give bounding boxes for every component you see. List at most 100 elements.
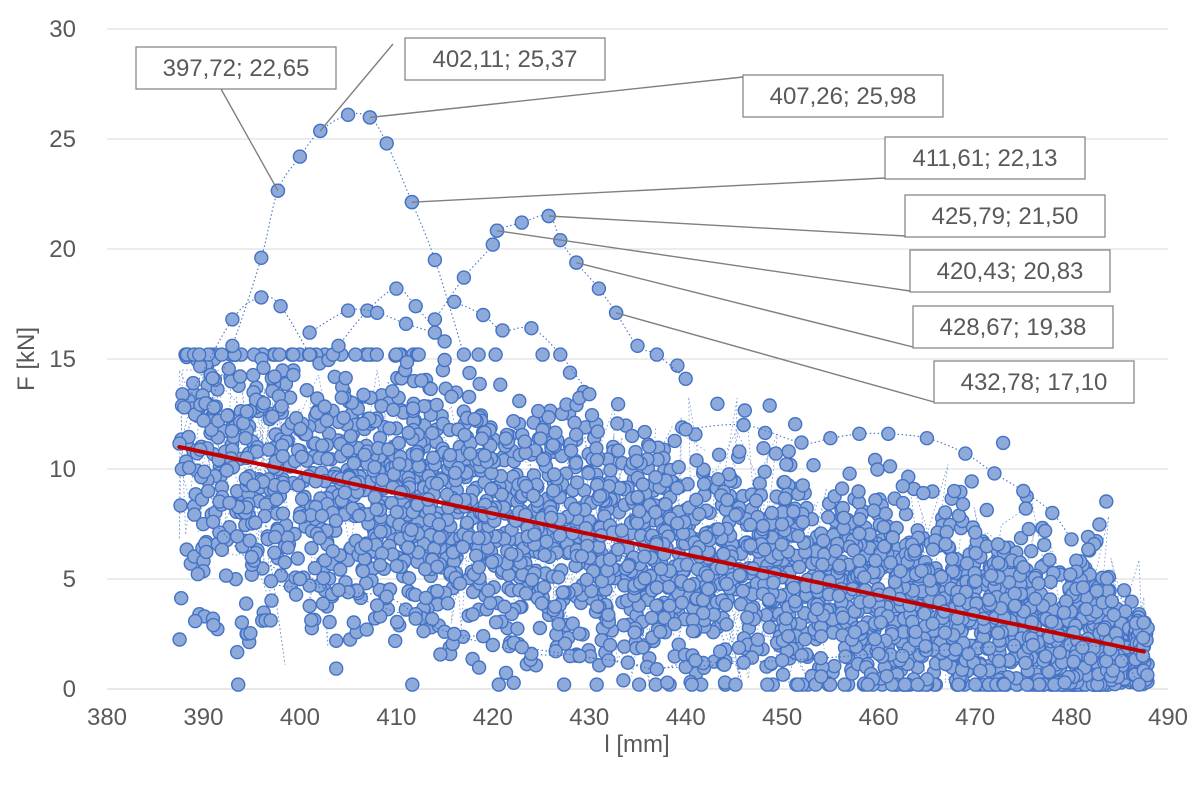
- data-point: [779, 457, 794, 472]
- upper-loop-point: [254, 290, 269, 305]
- data-point: [792, 559, 807, 575]
- data-point: [357, 447, 372, 462]
- data-point: [851, 484, 866, 499]
- data-point: [304, 541, 319, 556]
- data-point: [847, 624, 863, 640]
- data-point: [322, 614, 337, 630]
- data-point: [291, 478, 306, 493]
- data-point: [867, 631, 883, 647]
- data-point: [462, 446, 478, 461]
- upper-loop-point: [987, 466, 1002, 481]
- data-point: [968, 525, 983, 540]
- data-point: [568, 455, 584, 471]
- upper-loop-point: [1016, 483, 1031, 499]
- peak-point: [569, 255, 584, 270]
- data-point: [570, 475, 585, 490]
- data-point: [961, 646, 976, 661]
- data-point: [385, 384, 400, 399]
- data-point: [831, 588, 846, 603]
- data-point: [944, 551, 960, 567]
- x-tick-label: 390: [183, 704, 223, 731]
- data-point: [471, 660, 487, 675]
- annotation-box: [742, 74, 944, 118]
- data-point: [355, 564, 371, 579]
- data-point: [610, 397, 626, 412]
- data-point: [230, 677, 246, 692]
- data-point: [510, 621, 525, 636]
- data-point: [696, 476, 712, 492]
- upper-loop-point: [437, 334, 452, 349]
- data-point: [602, 637, 618, 653]
- upper-loop-point: [553, 347, 568, 362]
- x-tick-label: 430: [569, 704, 609, 731]
- upper-loop-point: [881, 426, 896, 441]
- data-point: [276, 479, 291, 495]
- data-point: [319, 413, 335, 428]
- data-point: [1042, 552, 1057, 567]
- data-point: [275, 506, 291, 521]
- lower-loop-point: [485, 637, 500, 653]
- data-point: [506, 675, 521, 690]
- data-point: [649, 580, 664, 595]
- data-point: [477, 448, 492, 463]
- annotation-leader: [369, 76, 744, 119]
- data-point: [685, 623, 701, 639]
- data-point: [876, 520, 891, 535]
- data-point: [457, 427, 472, 443]
- data-point: [461, 389, 477, 405]
- data-point: [551, 570, 566, 585]
- data-point: [814, 669, 829, 684]
- data-point: [267, 545, 282, 560]
- data-point: [637, 571, 652, 586]
- data-point: [939, 524, 954, 540]
- data-point: [539, 534, 554, 549]
- lower-loop-point: [369, 598, 385, 613]
- y-axis-title: F [kN]: [13, 327, 40, 391]
- data-point: [862, 594, 877, 609]
- data-point: [389, 504, 404, 520]
- data-point: [761, 592, 777, 607]
- data-point: [222, 495, 237, 511]
- lower-loop-point: [408, 611, 423, 626]
- lower-loop-point: [717, 657, 732, 672]
- data-point: [916, 485, 931, 501]
- data-point: [777, 474, 792, 490]
- data-point: [774, 517, 790, 532]
- data-point: [806, 458, 821, 473]
- data-point: [545, 438, 561, 453]
- data-point: [1092, 517, 1107, 532]
- data-point: [504, 546, 519, 562]
- data-point: [918, 639, 933, 654]
- data-point: [405, 677, 420, 692]
- annotation-label: 420,43; 20,83: [937, 258, 1084, 285]
- data-point: [984, 568, 999, 583]
- data-point: [574, 549, 589, 564]
- lower-loop-point: [620, 655, 636, 670]
- lower-loop-point: [514, 640, 529, 655]
- upper-loop-point: [225, 312, 240, 327]
- lower-loop-point: [871, 646, 886, 661]
- data-point: [269, 492, 284, 507]
- data-point: [631, 677, 647, 692]
- data-point: [981, 592, 997, 607]
- data-point: [411, 347, 426, 362]
- data-point: [610, 416, 625, 431]
- annotation-leader: [496, 230, 911, 292]
- upper-loop-point: [273, 299, 288, 314]
- upper-loop-point: [389, 281, 404, 296]
- data-point: [775, 667, 791, 682]
- lower-loop-point: [244, 549, 259, 565]
- data-point: [329, 633, 344, 648]
- x-tick-label: 450: [762, 704, 802, 731]
- lower-loop-point: [678, 659, 693, 675]
- annotation-label: 411,61; 22,13: [912, 145, 1057, 172]
- data-point: [462, 365, 477, 381]
- data-point: [484, 554, 500, 570]
- data-point: [405, 401, 421, 416]
- annotation-leader: [411, 177, 886, 203]
- annotations: 397,72; 22,65 402,11; 25,37 407,26; 25,98 4…: [135, 37, 1135, 404]
- y-tick-label: 0: [63, 676, 76, 703]
- data-point: [719, 617, 734, 632]
- data-point: [750, 632, 765, 647]
- data-point: [488, 347, 503, 362]
